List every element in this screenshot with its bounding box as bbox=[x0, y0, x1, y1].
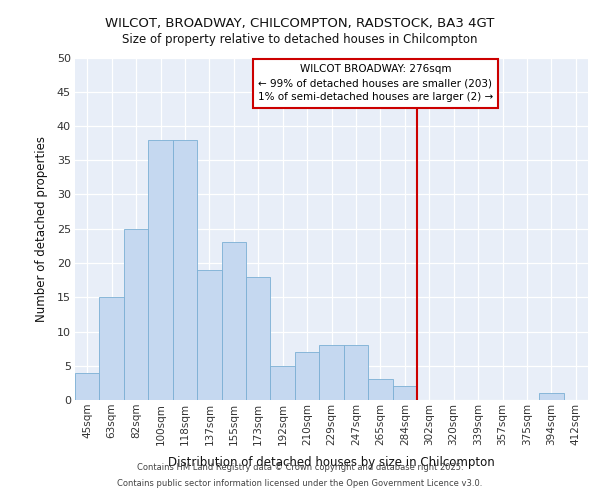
Bar bbox=[295, 352, 319, 400]
Bar bbox=[344, 345, 368, 400]
Bar bbox=[124, 229, 148, 400]
Text: WILCOT BROADWAY: 276sqm
← 99% of detached houses are smaller (203)
1% of semi-de: WILCOT BROADWAY: 276sqm ← 99% of detache… bbox=[258, 64, 493, 102]
Bar bbox=[246, 276, 271, 400]
Text: Contains public sector information licensed under the Open Government Licence v3: Contains public sector information licen… bbox=[118, 478, 482, 488]
Bar bbox=[271, 366, 295, 400]
Bar bbox=[148, 140, 173, 400]
Text: Size of property relative to detached houses in Chilcompton: Size of property relative to detached ho… bbox=[122, 32, 478, 46]
Bar bbox=[197, 270, 221, 400]
Y-axis label: Number of detached properties: Number of detached properties bbox=[35, 136, 49, 322]
Bar bbox=[368, 380, 392, 400]
Bar bbox=[173, 140, 197, 400]
Bar bbox=[75, 372, 100, 400]
Text: Contains HM Land Registry data © Crown copyright and database right 2025.: Contains HM Land Registry data © Crown c… bbox=[137, 464, 463, 472]
X-axis label: Distribution of detached houses by size in Chilcompton: Distribution of detached houses by size … bbox=[168, 456, 495, 469]
Bar bbox=[100, 297, 124, 400]
Bar bbox=[221, 242, 246, 400]
Bar bbox=[392, 386, 417, 400]
Bar bbox=[319, 345, 344, 400]
Text: WILCOT, BROADWAY, CHILCOMPTON, RADSTOCK, BA3 4GT: WILCOT, BROADWAY, CHILCOMPTON, RADSTOCK,… bbox=[106, 18, 494, 30]
Bar bbox=[539, 393, 563, 400]
